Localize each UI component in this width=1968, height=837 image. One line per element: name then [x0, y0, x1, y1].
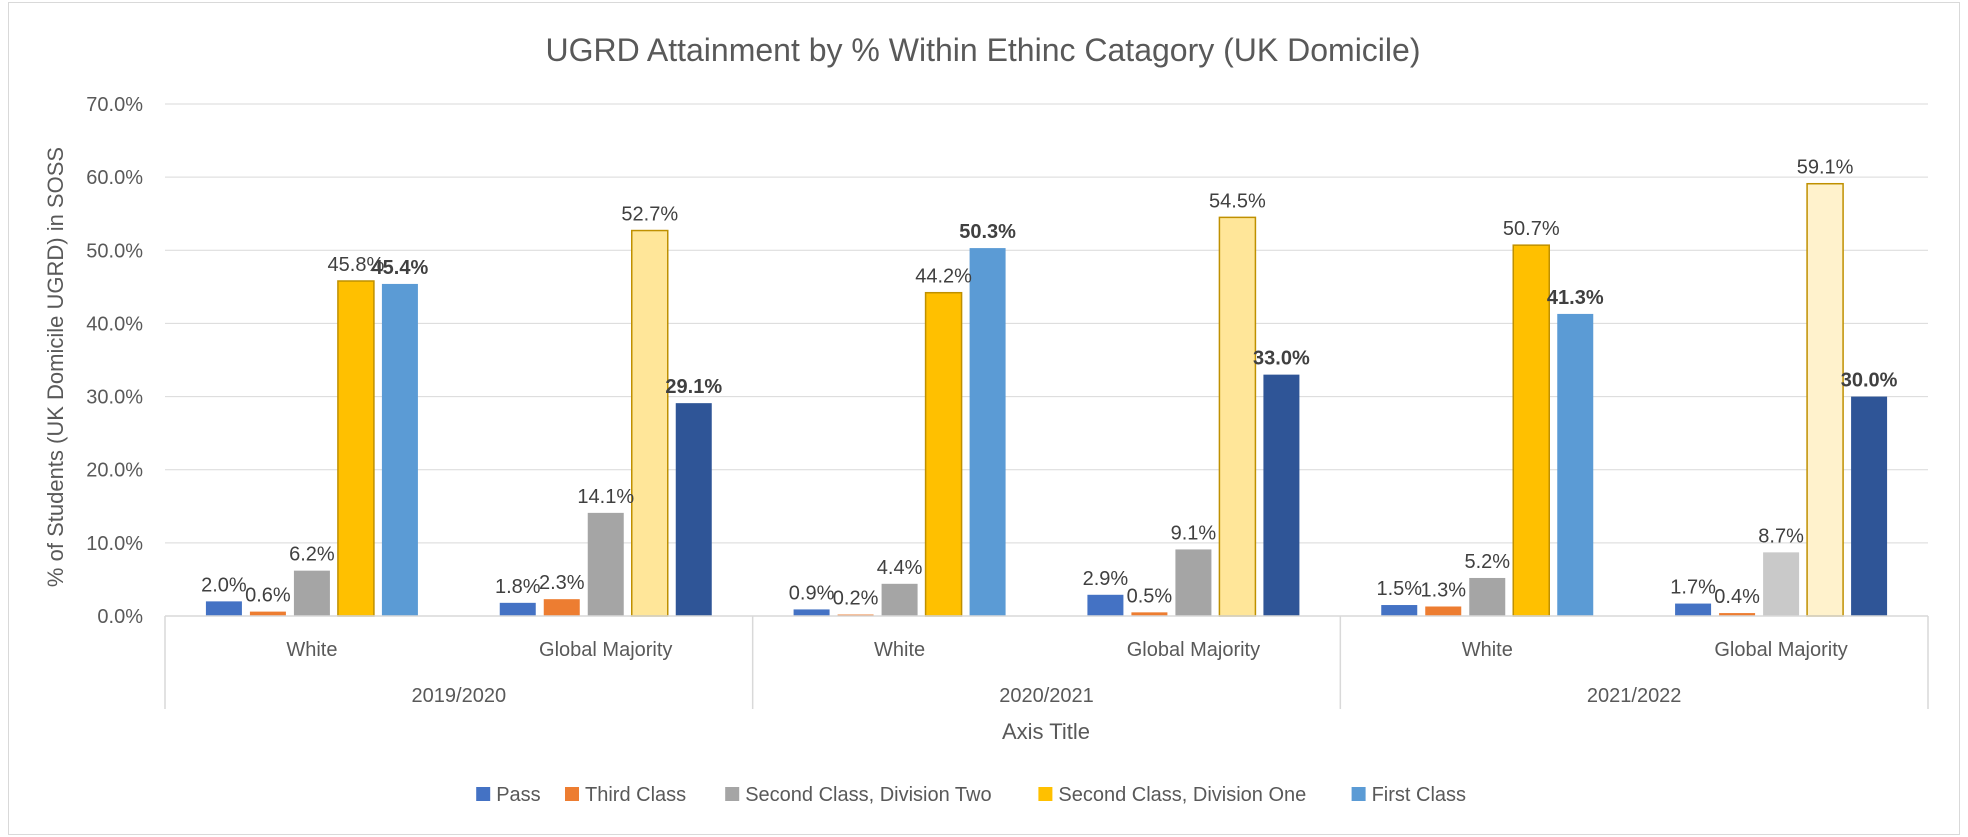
- data-label: 29.1%: [665, 376, 722, 398]
- bar-pass: [1087, 594, 1124, 616]
- bar-first-class: [1263, 374, 1300, 616]
- bar-second-class-division-one: [1806, 182, 1844, 617]
- data-label: 0.6%: [245, 585, 291, 607]
- y-tick-label: 50.0%: [86, 240, 143, 262]
- y-tick-label: 0.0%: [97, 606, 143, 628]
- bar-pass: [499, 602, 536, 616]
- bar-first-class: [1851, 396, 1888, 616]
- data-label: 4.4%: [877, 557, 923, 579]
- bar-second-class-division-one: [1218, 216, 1257, 617]
- bar-first-class: [675, 403, 712, 616]
- bar-third-class: [543, 599, 580, 616]
- legend-label: Pass: [496, 784, 540, 806]
- data-label: 33.0%: [1253, 348, 1310, 370]
- x-category-label: White: [1462, 639, 1513, 661]
- bar-pass: [1381, 605, 1418, 616]
- x-category-label: White: [286, 639, 337, 661]
- bar-pass: [793, 609, 830, 616]
- bar-third-class: [249, 611, 286, 616]
- y-axis-title: % of Students (UK Domicile UGRD) in SOSS: [43, 147, 68, 587]
- data-label: 50.7%: [1503, 218, 1560, 240]
- data-label: 1.7%: [1670, 577, 1716, 599]
- bar-second-class-division-two: [293, 570, 330, 616]
- data-label: 8.7%: [1758, 525, 1804, 547]
- bars: [205, 182, 1888, 617]
- bar-pass: [205, 601, 242, 616]
- bar-second-class-division-one: [337, 280, 375, 617]
- data-label: 45.8%: [328, 254, 385, 276]
- x-category-label: White: [874, 639, 925, 661]
- data-label: 0.9%: [789, 582, 835, 604]
- data-label: 1.8%: [495, 576, 541, 598]
- data-labels: 2.0%0.6% 6.2% 45.8%45.4% 1.8%2.3% 14.1% 52.7%…: [201, 157, 1898, 610]
- x-group-label: 2019/2020: [412, 685, 507, 707]
- legend: Pass Third Class Second Class, Division Tw…: [476, 784, 1466, 806]
- bar-second-class-division-one: [631, 229, 669, 617]
- data-label: 0.5%: [1127, 585, 1173, 607]
- data-label: 0.2%: [833, 588, 879, 610]
- bar-first-class: [969, 248, 1006, 616]
- x-group-label: 2020/2021: [999, 685, 1094, 707]
- data-label: 9.1%: [1171, 522, 1217, 544]
- y-axis: 0.0% 10.0% 20.0% 30.0% 40.0% 50.0% 60.0% 70.0%: [86, 94, 143, 628]
- data-label: 44.2%: [915, 266, 972, 288]
- legend-label: Third Class: [585, 784, 686, 806]
- bar-third-class: [1131, 612, 1168, 616]
- y-tick-label: 30.0%: [86, 387, 143, 409]
- gridlines: [165, 103, 1928, 617]
- x-axis-title: Axis Title: [1002, 719, 1090, 744]
- legend-swatch: [1351, 787, 1366, 801]
- y-tick-label: 10.0%: [86, 533, 143, 555]
- legend-swatch: [1038, 787, 1053, 801]
- data-label: 1.3%: [1420, 579, 1466, 601]
- bar-third-class: [1719, 613, 1756, 616]
- x-group-label: 2021/2022: [1587, 685, 1682, 707]
- data-label: 2.0%: [201, 574, 247, 596]
- bar-third-class: [1425, 606, 1462, 616]
- data-label: 14.1%: [577, 486, 634, 508]
- bar-second-class-division-two: [881, 583, 918, 616]
- legend-label: First Class: [1372, 784, 1466, 806]
- data-label: 54.5%: [1209, 190, 1266, 212]
- data-label: 50.3%: [959, 221, 1016, 243]
- legend-label: Second Class, Division Two: [745, 784, 991, 806]
- x-category-label: Global Majority: [539, 639, 672, 661]
- bar-pass: [1675, 603, 1712, 616]
- data-label: 2.3%: [539, 572, 585, 594]
- bar-first-class: [381, 283, 418, 616]
- legend-swatch: [725, 787, 740, 801]
- y-tick-label: 40.0%: [86, 313, 143, 335]
- data-label: 52.7%: [621, 204, 678, 226]
- legend-swatch: [476, 787, 491, 801]
- bar-first-class: [1557, 313, 1594, 616]
- data-label: 59.1%: [1797, 157, 1854, 179]
- data-label: 6.2%: [289, 544, 335, 566]
- x-category-label: Global Majority: [1127, 639, 1260, 661]
- legend-label: Second Class, Division One: [1058, 784, 1306, 806]
- chart-title: UGRD Attainment by % Within Ethinc Catag…: [546, 32, 1421, 68]
- bar-second-class-division-two: [1763, 552, 1800, 616]
- y-tick-label: 20.0%: [86, 460, 143, 482]
- data-label: 1.5%: [1376, 578, 1422, 600]
- bar-second-class-division-two: [1469, 577, 1506, 616]
- bar-second-class-division-one: [924, 291, 963, 617]
- data-label: 41.3%: [1547, 287, 1604, 309]
- bar-second-class-division-two: [1175, 549, 1212, 616]
- data-label: 0.4%: [1714, 586, 1760, 608]
- data-label: 5.2%: [1464, 551, 1510, 573]
- legend-swatch: [565, 787, 579, 801]
- bar-second-class-division-two: [587, 512, 624, 616]
- x-axis: White Global Majority 2019/2020 White Global…: [164, 615, 1929, 709]
- y-tick-label: 60.0%: [86, 167, 143, 189]
- data-label: 30.0%: [1841, 370, 1898, 392]
- chart-frame: [8, 2, 1960, 835]
- data-label: 45.4%: [372, 257, 429, 279]
- y-tick-label: 70.0%: [86, 94, 143, 116]
- data-label: 2.9%: [1083, 568, 1129, 590]
- bar-second-class-division-one: [1512, 244, 1550, 617]
- x-category-label: Global Majority: [1714, 639, 1847, 661]
